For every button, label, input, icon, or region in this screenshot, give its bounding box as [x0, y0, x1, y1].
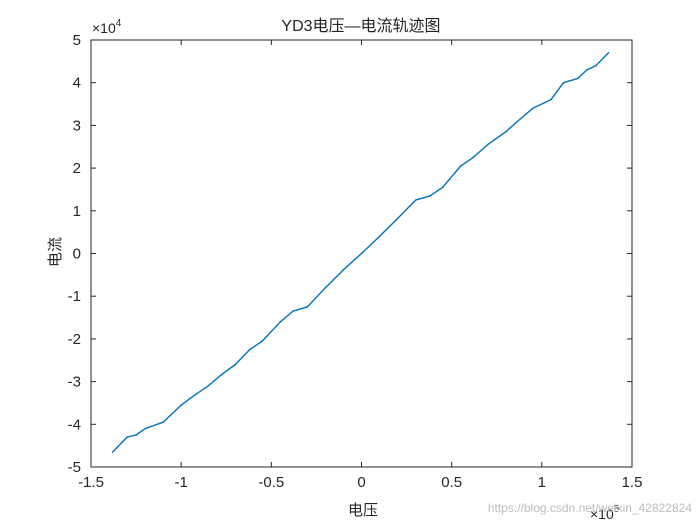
series-point	[441, 186, 444, 189]
axis-ticks: -1.5 -1 -0.5 0 0.5 1 1.5 -5 -4 -3 -2 -1 0 1 2 3 4 5	[68, 32, 643, 491]
series-point	[162, 421, 164, 423]
x-axis-exponent: ×105	[590, 504, 620, 522]
chart-title: YD3电压—电流轨迹图	[281, 17, 440, 35]
series-point	[360, 252, 363, 255]
y-tick-label: -1	[68, 288, 81, 305]
x-tick-label: 1	[538, 474, 546, 491]
series-point	[577, 77, 579, 80]
series-point	[459, 165, 462, 167]
x-exponent-power: 5	[614, 504, 620, 515]
y-tick-label: -4	[68, 416, 81, 433]
y-tick-label: 4	[73, 75, 81, 92]
y-tick-label: 3	[73, 117, 81, 134]
x-axis-title: 电压	[348, 501, 378, 519]
series-point	[472, 156, 475, 159]
series-point	[396, 217, 399, 220]
y-axis-exponent: ×104	[92, 18, 122, 36]
series-point	[550, 98, 552, 101]
series-point	[135, 434, 137, 436]
series-point	[248, 348, 251, 351]
x-tick-label: -1.5	[78, 474, 104, 491]
y-tick-label: 0	[73, 246, 81, 263]
series-point	[180, 404, 182, 406]
x-tick-label: -1	[174, 474, 187, 491]
series-point	[194, 393, 197, 396]
series-point	[586, 69, 588, 71]
y-tick-label: 5	[73, 32, 81, 49]
series-point	[429, 195, 431, 197]
series-point	[126, 436, 128, 438]
series-point	[111, 451, 114, 453]
y-tick-label: -3	[68, 374, 81, 391]
series-point	[292, 310, 294, 312]
x-tick-label: 1.5	[622, 474, 643, 491]
x-tick-label: -0.5	[258, 474, 284, 491]
series-point	[595, 64, 597, 67]
series-point	[144, 427, 146, 430]
series-point	[261, 340, 264, 342]
y-exponent-base: ×10	[92, 20, 116, 36]
series-point	[486, 143, 489, 146]
x-exponent-base: ×10	[590, 506, 614, 522]
series-point	[324, 286, 327, 289]
y-tick-label: -5	[68, 459, 81, 476]
series-point	[607, 52, 610, 54]
series-point	[562, 81, 565, 84]
y-tick-label: 1	[73, 203, 81, 220]
series-point	[207, 385, 210, 387]
series-point	[414, 199, 417, 201]
series-point	[234, 363, 237, 366]
series-point	[504, 131, 507, 133]
y-exponent-power: 4	[116, 18, 122, 29]
series-point	[378, 235, 381, 238]
series-point	[279, 321, 282, 323]
y-axis-title: 电流	[46, 237, 64, 267]
series-point	[519, 118, 521, 120]
y-tick-label: -2	[68, 331, 81, 348]
x-tick-label: 0.5	[441, 474, 462, 491]
x-tick-label: 0	[357, 474, 365, 491]
series-point	[532, 107, 534, 110]
plot-area	[111, 52, 610, 453]
watermark-text: https://blog.csdn.net/weixin_42822824	[488, 501, 692, 515]
series-point	[306, 306, 309, 308]
y-tick-label: 2	[73, 160, 81, 177]
series-point	[342, 268, 345, 271]
series-point	[220, 374, 222, 376]
